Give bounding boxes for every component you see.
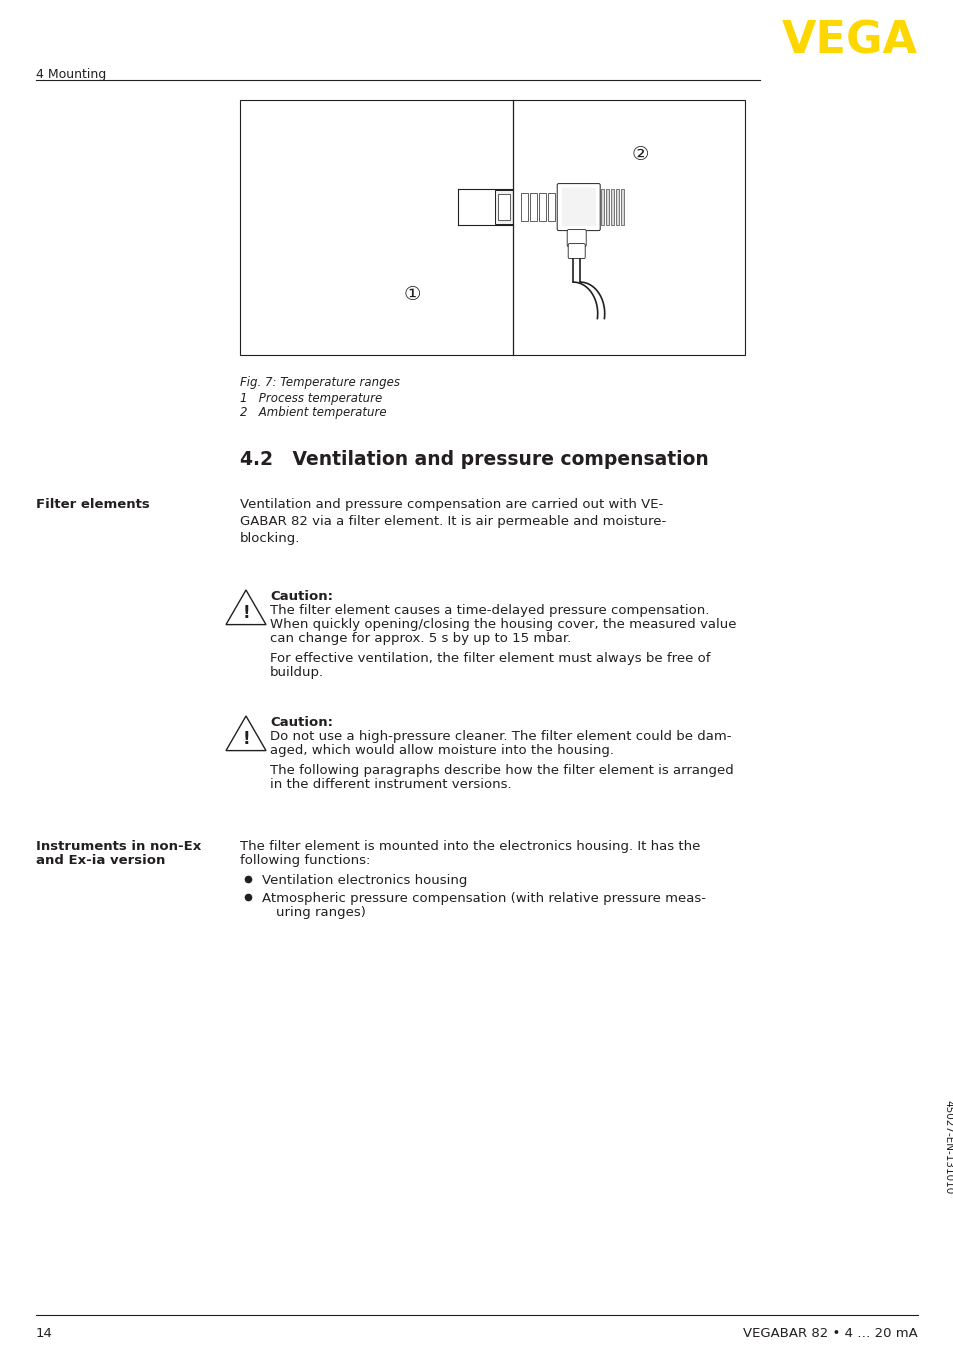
Text: in the different instrument versions.: in the different instrument versions. <box>270 779 511 791</box>
Text: When quickly opening/closing the housing cover, the measured value: When quickly opening/closing the housing… <box>270 617 736 631</box>
Text: The filter element causes a time-delayed pressure compensation.: The filter element causes a time-delayed… <box>270 604 709 617</box>
Text: Atmospheric pressure compensation (with relative pressure meas-: Atmospheric pressure compensation (with … <box>262 892 705 904</box>
Text: following functions:: following functions: <box>240 854 370 867</box>
Text: uring ranges): uring ranges) <box>275 906 366 919</box>
Text: 14: 14 <box>36 1327 52 1340</box>
Bar <box>600 190 603 225</box>
Text: Filter elements: Filter elements <box>36 498 150 510</box>
Text: Fig. 7: Temperature ranges: Fig. 7: Temperature ranges <box>240 376 399 389</box>
Text: 4 Mounting: 4 Mounting <box>36 68 106 81</box>
Text: ①: ① <box>403 286 421 305</box>
Text: Ventilation electronics housing: Ventilation electronics housing <box>262 873 467 887</box>
Text: Ventilation and pressure compensation are carried out with VE-
GABAR 82 via a fi: Ventilation and pressure compensation ar… <box>240 498 665 546</box>
FancyBboxPatch shape <box>567 230 585 246</box>
Text: VEGA: VEGA <box>781 20 917 64</box>
Bar <box>547 194 554 221</box>
Text: The following paragraphs describe how the filter element is arranged: The following paragraphs describe how th… <box>270 764 733 777</box>
Bar <box>495 190 512 225</box>
Bar <box>615 190 618 225</box>
Text: Caution:: Caution: <box>270 716 333 728</box>
Bar <box>620 190 623 225</box>
Text: Do not use a high-pressure cleaner. The filter element could be dam-: Do not use a high-pressure cleaner. The … <box>270 730 731 743</box>
Bar <box>240 100 744 355</box>
Text: and Ex-ia version: and Ex-ia version <box>36 854 165 867</box>
Text: ②: ② <box>631 145 649 164</box>
Text: The filter element is mounted into the electronics housing. It has the: The filter element is mounted into the e… <box>240 839 700 853</box>
Text: For effective ventilation, the filter element must always be free of: For effective ventilation, the filter el… <box>270 653 710 665</box>
Bar <box>538 194 545 221</box>
Text: !: ! <box>242 604 250 621</box>
Text: 1   Process temperature: 1 Process temperature <box>240 393 382 405</box>
Text: 4.2   Ventilation and pressure compensation: 4.2 Ventilation and pressure compensatio… <box>240 450 708 468</box>
Bar <box>610 190 613 225</box>
FancyBboxPatch shape <box>557 184 599 230</box>
FancyBboxPatch shape <box>568 244 584 259</box>
Text: 45027-EN-131010: 45027-EN-131010 <box>942 1099 952 1194</box>
Bar <box>561 188 595 226</box>
Text: Instruments in non-Ex: Instruments in non-Ex <box>36 839 201 853</box>
Text: Caution:: Caution: <box>270 590 333 603</box>
Text: buildup.: buildup. <box>270 666 324 678</box>
Text: aged, which would allow moisture into the housing.: aged, which would allow moisture into th… <box>270 743 614 757</box>
Text: 2   Ambient temperature: 2 Ambient temperature <box>240 406 386 418</box>
Text: !: ! <box>242 730 250 747</box>
Bar <box>497 194 509 221</box>
Bar <box>529 194 537 221</box>
Text: can change for approx. 5 s by up to 15 mbar.: can change for approx. 5 s by up to 15 m… <box>270 632 571 645</box>
Bar <box>605 190 608 225</box>
Text: VEGABAR 82 • 4 … 20 mA: VEGABAR 82 • 4 … 20 mA <box>742 1327 917 1340</box>
Bar <box>520 194 527 221</box>
